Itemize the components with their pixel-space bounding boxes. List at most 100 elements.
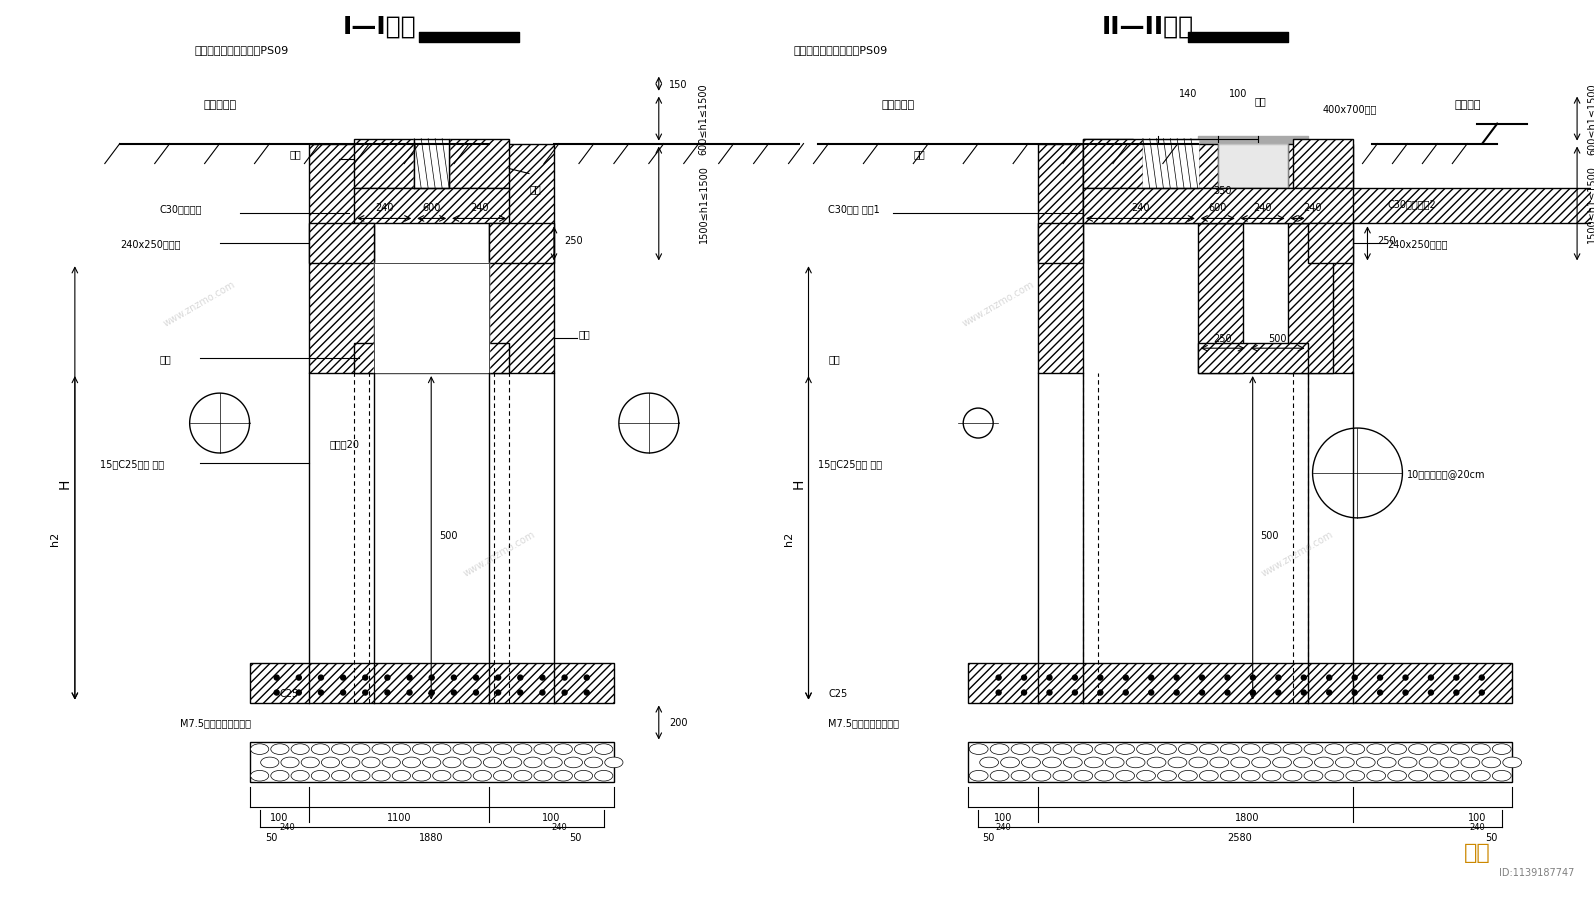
Ellipse shape [1398, 758, 1417, 768]
Ellipse shape [371, 744, 391, 755]
Ellipse shape [1315, 758, 1333, 768]
Ellipse shape [322, 758, 340, 768]
Ellipse shape [1105, 758, 1124, 768]
Ellipse shape [1283, 744, 1302, 755]
Ellipse shape [453, 744, 472, 755]
Circle shape [1454, 675, 1459, 680]
Ellipse shape [250, 744, 269, 755]
Circle shape [296, 675, 301, 680]
Text: ID:1139187747: ID:1139187747 [1500, 867, 1575, 877]
Ellipse shape [1492, 744, 1511, 755]
Ellipse shape [1199, 770, 1218, 781]
Ellipse shape [494, 770, 512, 781]
Text: 抹面厚20: 抹面厚20 [330, 439, 359, 449]
Ellipse shape [1366, 770, 1385, 781]
Circle shape [1250, 690, 1256, 695]
Bar [1082, 139, 1143, 190]
Circle shape [274, 690, 279, 695]
Ellipse shape [1137, 770, 1156, 781]
Text: 50: 50 [982, 833, 995, 842]
Circle shape [1403, 675, 1408, 680]
Circle shape [1124, 675, 1129, 680]
Text: 15厚C25预制 套环: 15厚C25预制 套环 [100, 459, 164, 469]
Ellipse shape [1095, 744, 1114, 755]
Circle shape [1275, 690, 1282, 695]
Circle shape [384, 675, 391, 680]
Ellipse shape [574, 770, 593, 781]
Circle shape [1352, 690, 1356, 695]
Circle shape [1022, 675, 1027, 680]
Circle shape [1098, 690, 1103, 695]
Text: h2: h2 [784, 531, 794, 545]
Bar [1197, 144, 1218, 224]
Ellipse shape [1221, 770, 1239, 781]
Ellipse shape [1471, 770, 1490, 781]
Text: 井座: 井座 [290, 149, 301, 159]
Ellipse shape [473, 744, 491, 755]
Ellipse shape [574, 744, 593, 755]
Ellipse shape [1492, 770, 1511, 781]
Ellipse shape [990, 744, 1009, 755]
Ellipse shape [1242, 770, 1261, 781]
Text: 240: 240 [995, 823, 1011, 832]
Ellipse shape [1377, 758, 1396, 768]
Ellipse shape [513, 744, 532, 755]
Ellipse shape [544, 758, 563, 768]
Circle shape [1428, 690, 1433, 695]
Text: I—I剑面: I—I剑面 [343, 14, 416, 39]
Circle shape [473, 690, 478, 695]
Text: 600: 600 [422, 203, 440, 213]
Circle shape [996, 675, 1001, 680]
Text: 240: 240 [1132, 203, 1149, 213]
Circle shape [1301, 690, 1305, 695]
Text: 400x700雨水: 400x700雨水 [1323, 105, 1377, 115]
Text: 50: 50 [569, 833, 582, 842]
Ellipse shape [1294, 758, 1312, 768]
Bar [489, 224, 555, 264]
Ellipse shape [1272, 758, 1291, 768]
Ellipse shape [292, 770, 309, 781]
Text: 非机动车道: 非机动车道 [202, 99, 236, 109]
Text: M7.5水泥砂浆片石垫层: M7.5水泥砂浆片石垫层 [829, 718, 899, 728]
Ellipse shape [352, 744, 370, 755]
Text: www.znzmo.com: www.znzmo.com [961, 279, 1036, 329]
Ellipse shape [555, 744, 572, 755]
Circle shape [1479, 690, 1484, 695]
Text: 600≤h1≤1500: 600≤h1≤1500 [1588, 84, 1594, 155]
Ellipse shape [1366, 744, 1385, 755]
Circle shape [451, 690, 456, 695]
Text: 2580: 2580 [1227, 833, 1253, 842]
Text: C25: C25 [279, 688, 298, 698]
Text: 600: 600 [1208, 203, 1227, 213]
Ellipse shape [980, 758, 998, 768]
Text: 鹅石: 鹅石 [1254, 97, 1267, 107]
Text: 100: 100 [1229, 88, 1247, 98]
Circle shape [540, 675, 545, 680]
Ellipse shape [1178, 770, 1197, 781]
Bar [309, 144, 375, 374]
Ellipse shape [1031, 744, 1050, 755]
Ellipse shape [1001, 758, 1020, 768]
Ellipse shape [1178, 744, 1197, 755]
Bar [1293, 139, 1352, 190]
Ellipse shape [432, 770, 451, 781]
Text: h2: h2 [49, 531, 61, 545]
Text: 200: 200 [669, 718, 687, 728]
Ellipse shape [392, 770, 410, 781]
Bar [354, 139, 414, 190]
Circle shape [274, 675, 279, 680]
Ellipse shape [555, 770, 572, 781]
Text: 500: 500 [1269, 334, 1286, 344]
Text: www.znzmo.com: www.znzmo.com [1259, 528, 1336, 578]
Ellipse shape [1283, 770, 1302, 781]
Ellipse shape [1262, 770, 1282, 781]
Ellipse shape [1074, 744, 1093, 755]
Circle shape [1352, 675, 1356, 680]
Ellipse shape [1409, 744, 1428, 755]
Circle shape [406, 675, 413, 680]
Circle shape [1377, 690, 1382, 695]
Ellipse shape [1430, 770, 1449, 781]
Bar [1082, 190, 1352, 224]
Text: 250: 250 [1213, 334, 1232, 344]
Ellipse shape [1148, 758, 1165, 768]
